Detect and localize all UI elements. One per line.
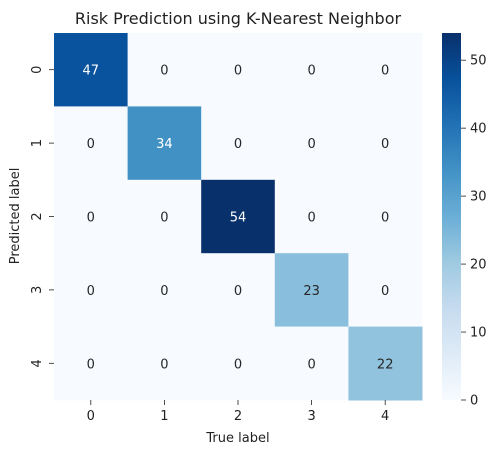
cell-value-4-2: 0 [234, 357, 242, 372]
y-tick-label-0: 0 [30, 66, 45, 74]
colorbar-tick-label-2: 20 [470, 258, 487, 273]
heatmap-cell-1-0 [54, 106, 129, 181]
heatmap-cell-1-3 [274, 106, 349, 181]
cell-value-3-2: 0 [234, 284, 242, 299]
x-tick-label-0: 0 [87, 409, 95, 424]
heatmap-cell-4-0 [54, 326, 129, 401]
heatmap-cell-4-1 [127, 326, 202, 401]
x-tick-label-1: 1 [160, 409, 168, 424]
cell-value-0-4: 0 [381, 64, 389, 79]
heatmap-cell-1-2 [201, 106, 276, 181]
cell-value-3-4: 0 [381, 284, 389, 299]
cell-value-0-2: 0 [234, 64, 242, 79]
heatmap-cell-2-1 [127, 179, 202, 254]
x-axis-label: True label [205, 431, 269, 446]
cell-value-0-1: 0 [160, 64, 168, 79]
cell-value-1-0: 0 [87, 137, 95, 152]
heatmap-cell-1-1 [127, 106, 202, 181]
y-tick-label-4: 4 [30, 359, 45, 367]
cell-value-4-1: 0 [160, 357, 168, 372]
cell-value-1-4: 0 [381, 137, 389, 152]
x-tick-label-3: 3 [307, 409, 315, 424]
cell-value-3-1: 0 [160, 284, 168, 299]
y-tick-label-2: 2 [30, 212, 45, 220]
heatmap-cell-4-3 [274, 326, 349, 401]
heatmap-cell-3-0 [54, 253, 129, 328]
cell-value-3-0: 0 [87, 284, 95, 299]
heatmap-cell-2-4 [348, 179, 423, 254]
cell-value-2-2: 54 [230, 211, 247, 226]
y-tick-label-1: 1 [30, 139, 45, 147]
y-axis-ticks: 0 1 2 3 4 [30, 66, 54, 367]
heatmap-cell-0-1 [127, 33, 202, 107]
heatmap-cell-1-4 [348, 106, 423, 181]
cell-value-2-0: 0 [87, 211, 95, 226]
cell-value-3-3: 23 [303, 284, 320, 299]
cell-value-0-3: 0 [307, 64, 315, 79]
cell-value-4-3: 0 [307, 357, 315, 372]
heatmap-cell-3-4 [348, 253, 423, 328]
heatmap-cell-4-2 [201, 326, 276, 401]
colorbar-tick-label-4: 40 [470, 122, 487, 137]
colorbar-tick-label-0: 0 [470, 394, 478, 409]
heatmap-cell-0-3 [274, 33, 349, 107]
heatmap-cell-2-3 [274, 179, 349, 254]
chart-title: Risk Prediction using K-Nearest Neighbor [75, 9, 402, 28]
colorbar-tick-label-3: 30 [470, 190, 487, 205]
y-tick-label-3: 3 [30, 286, 45, 294]
cell-value-4-4: 22 [377, 357, 394, 372]
cell-value-2-4: 0 [381, 211, 389, 226]
heatmap-cell-2-0 [54, 179, 129, 254]
heatmap-cell-0-0 [54, 33, 129, 107]
heatmap-cell-2-2 [201, 179, 276, 254]
heatmap-cell-3-1 [127, 253, 202, 328]
colorbar-ticks: 0 10 20 30 40 50 [461, 54, 487, 409]
heatmap-cell-0-4 [348, 33, 423, 107]
colorbar-tick-label-1: 10 [470, 326, 487, 341]
y-axis-label: Predicted label [8, 168, 23, 265]
heatmap-cell-labels: 47 0 0 0 0 0 34 0 0 0 0 0 54 0 0 0 0 0 23 0 0 0 0 0 22 [83, 64, 394, 373]
x-tick-label-4: 4 [381, 409, 389, 424]
colorbar [442, 33, 461, 400]
x-axis-ticks: 0 1 2 3 4 [87, 400, 389, 424]
cell-value-1-1: 34 [156, 137, 173, 152]
heatmap-cell-0-2 [201, 33, 276, 107]
heatmap-cell-3-3 [274, 253, 349, 328]
cell-value-4-0: 0 [87, 357, 95, 372]
x-tick-label-2: 2 [234, 409, 242, 424]
cell-value-0-0: 47 [83, 64, 100, 79]
cell-value-1-3: 0 [307, 137, 315, 152]
cell-value-2-3: 0 [307, 211, 315, 226]
heatmap-cell-4-4 [348, 326, 423, 401]
heatmap-cells [54, 33, 423, 401]
cell-value-2-1: 0 [160, 211, 168, 226]
cell-value-1-2: 0 [234, 137, 242, 152]
heatmap-cell-3-2 [201, 253, 276, 328]
colorbar-tick-label-5: 50 [470, 54, 487, 69]
